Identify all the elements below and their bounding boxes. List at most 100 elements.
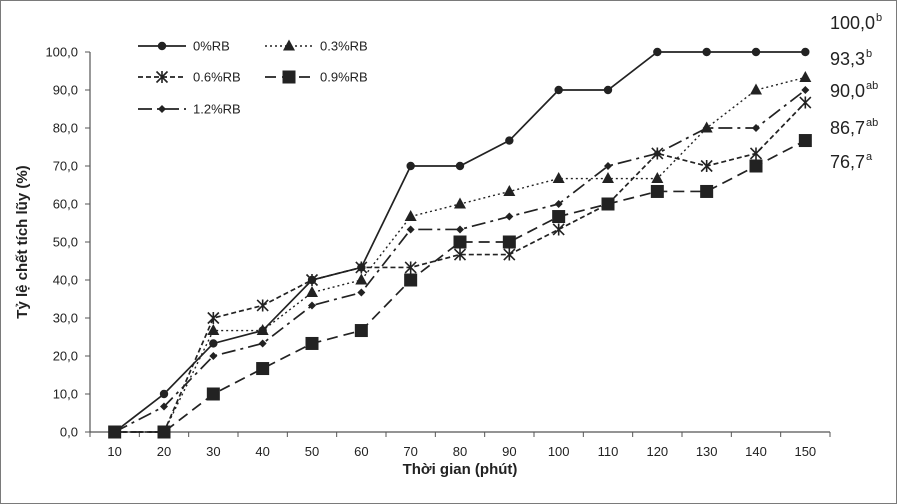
- end-label-significance: b: [876, 12, 882, 24]
- data-point: [651, 172, 664, 184]
- data-point: [554, 85, 563, 95]
- data-point: [702, 47, 711, 57]
- data-point: [602, 172, 614, 184]
- series-0.9%RB: [108, 134, 812, 439]
- data-point: [601, 197, 615, 211]
- legend-label: 0%RB: [193, 39, 230, 54]
- data-point: [256, 324, 269, 336]
- x-tick-label: 50: [305, 444, 319, 459]
- y-tick-label: 30,0: [53, 311, 78, 326]
- axes: 0,0 10,0 20,0 30,0 40,0 50,0 60,0 70,0 80,0 90,0 1…: [45, 45, 831, 459]
- series-layer: [108, 47, 812, 439]
- end-label-value: 76,7: [830, 152, 865, 172]
- y-tick-label: 70,0: [53, 159, 78, 174]
- data-point: [404, 210, 417, 222]
- data-point: [751, 47, 761, 57]
- end-label-significance: ab: [866, 117, 878, 129]
- legend-entry: 0.9%RB: [265, 70, 368, 85]
- legend-label: 1.2%RB: [193, 102, 241, 117]
- data-point: [404, 261, 417, 274]
- end-label-value: 100,0: [830, 13, 875, 33]
- x-tick-label: 130: [696, 444, 718, 459]
- data-point: [799, 96, 812, 109]
- x-tick-label: 120: [646, 444, 668, 459]
- data-point: [209, 339, 218, 348]
- data-point: [157, 425, 171, 439]
- legend-marker: [158, 105, 166, 113]
- data-point: [406, 225, 415, 234]
- data-point: [258, 339, 267, 348]
- data-point: [160, 402, 168, 411]
- y-tick-label: 100,0: [45, 45, 78, 60]
- x-tick-label: 140: [745, 444, 767, 459]
- legend-entry: 0.6%RB: [138, 70, 241, 85]
- data-point: [305, 336, 319, 350]
- data-point: [456, 225, 464, 234]
- data-point: [749, 147, 763, 160]
- data-point: [604, 162, 612, 170]
- x-tick-label: 20: [157, 444, 171, 459]
- legend-entry: 0%RB: [138, 39, 230, 54]
- legend-marker: [155, 70, 169, 84]
- x-tick-label: 70: [403, 444, 417, 459]
- x-axis-title: Thời gian (phút): [403, 461, 518, 478]
- legend-entry: 1.2%RB: [138, 102, 241, 117]
- data-point: [306, 286, 318, 298]
- data-point: [700, 159, 713, 173]
- y-axis-title: Tỷ lệ chết tích lũy (%): [14, 165, 31, 318]
- data-point: [653, 149, 662, 158]
- data-point: [502, 235, 516, 249]
- data-point: [454, 197, 466, 209]
- data-point: [256, 362, 270, 376]
- x-tick-label: 100: [548, 444, 570, 459]
- data-point: [700, 184, 714, 198]
- x-tick-label: 30: [206, 444, 220, 459]
- legend-marker: [283, 39, 295, 51]
- data-point: [750, 83, 762, 95]
- data-point: [207, 311, 220, 325]
- end-label-value: 93,3: [830, 49, 865, 69]
- end-label-significance: ab: [866, 80, 878, 92]
- data-point: [702, 124, 711, 132]
- end-label-significance: b: [866, 48, 872, 60]
- data-point: [503, 248, 516, 261]
- y-tick-label: 50,0: [53, 235, 78, 250]
- y-tick-label: 80,0: [53, 121, 78, 136]
- x-tick-label: 40: [255, 444, 269, 459]
- data-point: [801, 86, 810, 94]
- legend-entry: 0.3%RB: [265, 39, 368, 54]
- data-point: [207, 324, 220, 336]
- data-point: [453, 248, 467, 261]
- data-point: [650, 184, 664, 198]
- legend-marker: [282, 70, 296, 84]
- x-tick-label: 60: [354, 444, 368, 459]
- data-point: [801, 47, 810, 57]
- data-point: [355, 273, 368, 285]
- y-tick-label: 60,0: [53, 197, 78, 212]
- data-point: [505, 136, 514, 145]
- end-label: 93,3 b: [830, 48, 872, 69]
- x-tick-label: 110: [598, 444, 619, 459]
- y-tick-label: 0,0: [60, 425, 78, 440]
- data-point: [798, 134, 812, 148]
- data-point: [406, 161, 415, 171]
- series-1.2%RB: [110, 86, 810, 436]
- y-tick-label: 10,0: [53, 387, 78, 402]
- data-point: [357, 288, 366, 297]
- x-tick-label: 80: [453, 444, 467, 459]
- data-point: [554, 200, 563, 208]
- legend: 0%RB 0.3%RB 0.6%RB 0.9%RB 1.2%RB: [138, 39, 368, 117]
- data-point: [603, 85, 613, 95]
- x-tick-label: 10: [107, 444, 121, 459]
- data-point: [752, 124, 760, 132]
- data-point: [552, 172, 565, 184]
- series-0.6%RB: [108, 96, 812, 439]
- legend-marker: [157, 41, 167, 51]
- data-point: [355, 261, 368, 274]
- data-point: [256, 299, 269, 312]
- data-point: [505, 212, 514, 221]
- data-point: [453, 235, 467, 249]
- data-point: [552, 210, 566, 224]
- end-label: 100,0 b: [830, 12, 882, 33]
- data-point: [404, 273, 418, 287]
